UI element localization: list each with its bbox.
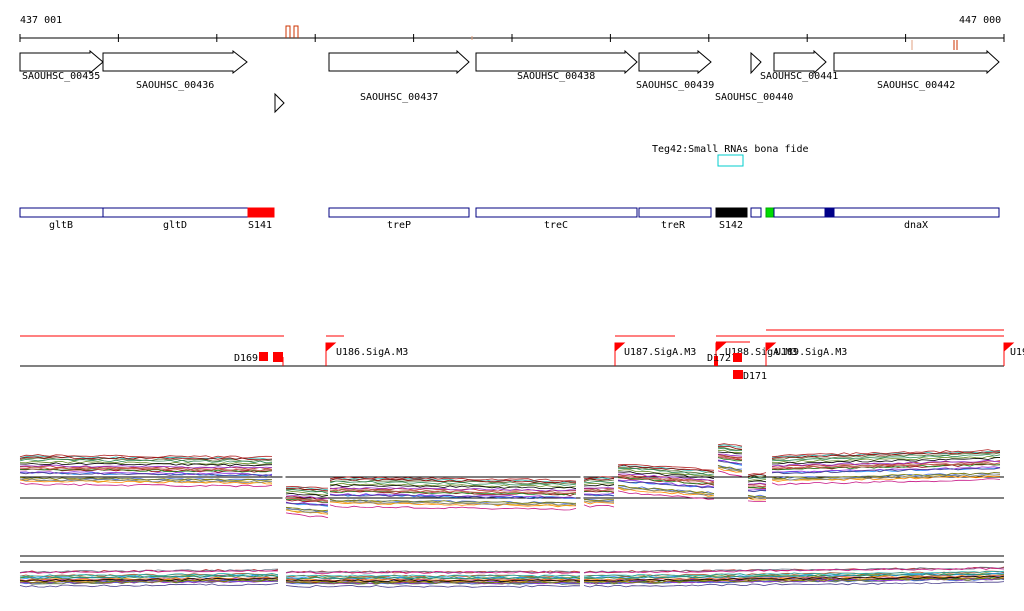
expression-profile-line: [19, 577, 1005, 584]
feature-gltb[interactable]: gltB: [19, 207, 104, 231]
expression-profile-line: [19, 453, 1001, 500]
feature-label: gltD: [163, 220, 187, 231]
feature-gltd[interactable]: gltD: [102, 207, 249, 231]
tss-d171[interactable]: D171: [733, 353, 767, 382]
expression-track-2: [19, 555, 1005, 588]
feature-trep[interactable]: treP: [328, 207, 470, 231]
feature-small-box[interactable]: [750, 207, 762, 218]
gene-saouhsc-00442[interactable]: SAOUHSC_00442: [833, 49, 1000, 91]
expression-profile-line: [19, 443, 1001, 489]
gene-saouhsc-00435[interactable]: SAOUHSC_00435: [19, 49, 104, 82]
tss-label: D169: [234, 353, 258, 364]
srna-box[interactable]: [717, 154, 744, 167]
tss-label: D171: [743, 371, 767, 382]
feature-green-marker[interactable]: [765, 207, 775, 218]
feature-label: treR: [661, 220, 686, 231]
ruler-red-mark: [285, 25, 299, 38]
gene-label: SAOUHSC_00442: [877, 80, 955, 91]
expression-profile-line: [19, 581, 1005, 588]
ruler-end-label: 447 000: [959, 15, 1001, 26]
gene-small-unlabeled[interactable]: [274, 92, 285, 114]
feature-dnax[interactable]: dnaX: [773, 207, 1000, 231]
gene-saouhsc-00439[interactable]: SAOUHSC_00439: [636, 49, 714, 91]
feature-track: gltB gltD S141 treP treC treR S142: [19, 207, 1000, 231]
feature-trec[interactable]: treC: [475, 207, 638, 231]
feature-s142[interactable]: S142: [715, 207, 748, 231]
expression-profile-line: [19, 573, 1005, 580]
expression-track-1: [19, 443, 1004, 520]
gene-label: SAOUHSC_00440: [715, 92, 793, 103]
gene-label: SAOUHSC_00436: [136, 80, 214, 91]
expression-profile-line: [19, 460, 1001, 506]
tss-u186[interactable]: U186.SigA.M3: [325, 342, 408, 366]
srna-track: Teg42:Small RNAs bona fide: [652, 144, 809, 167]
expression-profile-line: [19, 575, 1005, 583]
tss-u188[interactable]: U188.SigA.M3: [715, 342, 797, 366]
feature-trer[interactable]: treR: [638, 207, 712, 231]
tss-d170[interactable]: D170: [249, 352, 284, 366]
gene-label: SAOUHSC_00439: [636, 80, 714, 91]
expression-profile-line: [19, 570, 1005, 578]
feature-label: treP: [387, 220, 411, 231]
tss-label: U188.SigA.M3: [725, 347, 797, 358]
expression-profile-line: [19, 572, 1004, 580]
feature-label: S142: [719, 220, 743, 231]
expression-profile-line: [19, 470, 1001, 519]
tss-label: U187.SigA.M3: [624, 347, 696, 358]
feature-label: gltB: [49, 220, 73, 231]
ruler-start-label: 437 001: [20, 15, 62, 26]
expression-profile-line: [19, 451, 1001, 497]
expression-profile-line: [19, 567, 1005, 574]
gene-saouhsc-00437[interactable]: SAOUHSC_00437: [328, 49, 470, 103]
feature-label: dnaX: [904, 220, 928, 231]
expression-profile-line: [19, 566, 1005, 574]
tss-u187[interactable]: U187.SigA.M3: [614, 342, 696, 366]
tss-label: U186.SigA.M3: [336, 347, 408, 358]
expression-profile-line: [19, 464, 1001, 512]
srna-label: Teg42:Small RNAs bona fide: [652, 144, 809, 155]
gene-label: SAOUHSC_00437: [360, 92, 438, 103]
expression-profile-line: [19, 456, 1001, 503]
tss-label: U19: [1010, 347, 1024, 358]
tss-label: D170: [249, 353, 273, 364]
gene-saouhsc-00438[interactable]: SAOUHSC_00438: [475, 49, 638, 82]
gene-saouhsc-00436[interactable]: SAOUHSC_00436: [102, 49, 248, 91]
ruler-red-mark: [953, 40, 958, 50]
feature-label: S141: [248, 220, 272, 231]
gene-saouhsc-00440[interactable]: SAOUHSC_00440: [715, 51, 793, 103]
tss-label: U189.SigA.M3: [775, 347, 847, 358]
expression-profile-line: [19, 447, 1001, 495]
gene-label: SAOUHSC_00441: [760, 71, 838, 82]
gene-saouhsc-00441[interactable]: SAOUHSC_00441: [760, 49, 838, 82]
tss-track: D169 D170 U186.SigA.M3 U187.SigA.M3 D172…: [20, 329, 1024, 382]
gene-track: SAOUHSC_00435 SAOUHSC_00436 SAOUHSC_0043…: [19, 49, 1000, 114]
feature-label: treC: [544, 220, 568, 231]
tss-u19[interactable]: U19: [1003, 342, 1024, 366]
expression-profile-line: [19, 446, 1001, 492]
tss-u189[interactable]: U189.SigA.M3: [765, 342, 847, 366]
coordinate-ruler: 437 001 447 000: [19, 15, 1005, 50]
feature-navy-marker[interactable]: [824, 207, 835, 218]
tss-d169[interactable]: D169: [234, 352, 268, 364]
gene-label: SAOUHSC_00435: [22, 71, 100, 82]
tss-label: D172: [707, 353, 731, 364]
feature-s141[interactable]: S141: [247, 207, 275, 231]
gene-label: SAOUHSC_00438: [517, 71, 595, 82]
